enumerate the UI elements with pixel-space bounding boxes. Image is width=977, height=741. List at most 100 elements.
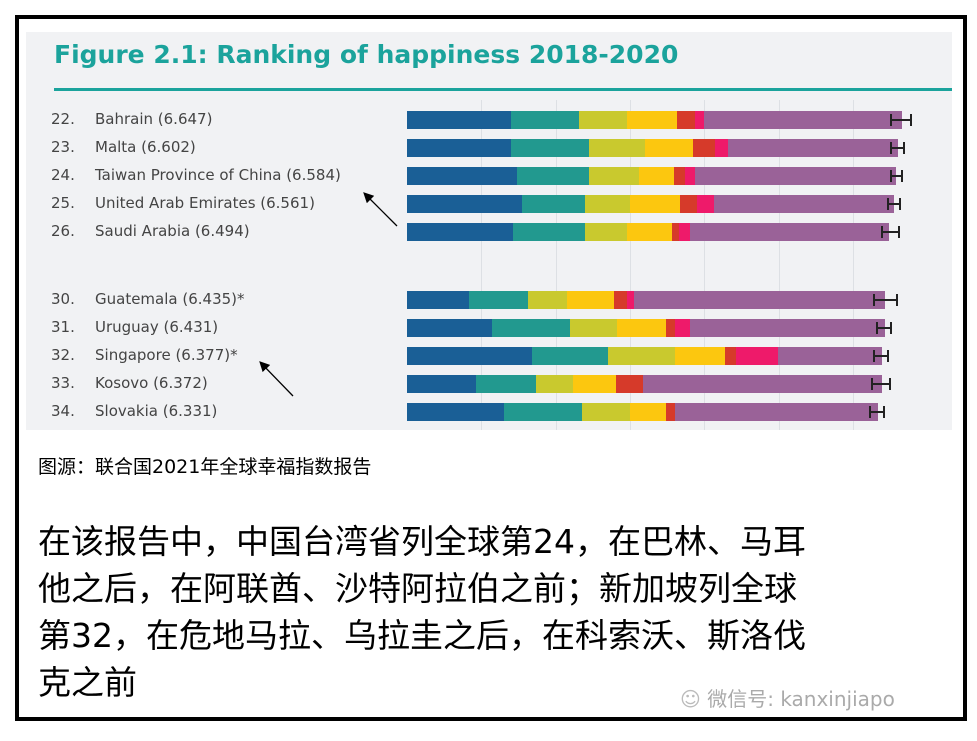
bar-segment [581, 403, 631, 421]
error-cap [890, 322, 893, 334]
bar-segment [665, 319, 676, 337]
bar-segment [407, 375, 477, 393]
rank-number: 22. [51, 110, 75, 128]
bar-segment [690, 319, 886, 337]
arrow-taiwan [363, 192, 398, 227]
bar-segment [585, 223, 628, 241]
rank-number: 30. [51, 290, 75, 308]
body-line: 克之前 [38, 663, 137, 702]
bar-segment [511, 111, 580, 129]
rank-number: 34. [51, 402, 75, 420]
bar-segment [528, 291, 568, 309]
bar-segment [736, 347, 779, 365]
source-caption: 图源：联合国2021年全球幸福指数报告 [38, 456, 372, 478]
bar-segment [511, 139, 590, 157]
bar-segment [626, 111, 678, 129]
wechat-icon: ☺ [680, 687, 708, 711]
country-name: Guatemala (6.435)* [95, 290, 245, 308]
error-cap [880, 226, 883, 238]
watermark-text: 微信号: kanxinjiapo [707, 687, 895, 711]
error-cap [889, 142, 892, 154]
error-cap [886, 350, 889, 362]
bar-segment [535, 375, 574, 393]
country-name: Singapore (6.377)* [95, 346, 238, 364]
chart-title: Figure 2.1: Ranking of happiness 2018-20… [54, 40, 679, 69]
error-bar [881, 231, 899, 233]
error-bar [873, 355, 888, 357]
bar-segment [615, 375, 644, 393]
bar-segment [476, 375, 537, 393]
bar-segment [693, 139, 716, 157]
bar-segment [468, 291, 529, 309]
error-cap [871, 378, 874, 390]
bar-segment [629, 403, 667, 421]
bar-segment [675, 347, 726, 365]
error-bar [888, 203, 900, 205]
bar-segment [638, 167, 675, 185]
bar-segment [690, 223, 889, 241]
bar-segment [643, 375, 882, 393]
error-cap [883, 406, 885, 418]
watermark: ☺ 微信号: kanxinjiapo [680, 683, 895, 712]
body-line: 第32，在危地马拉、乌拉圭之后，在科索沃、斯洛伐 [38, 616, 806, 655]
country-label: 34. Slovakia (6.331) [51, 402, 217, 420]
rank-number: 26. [51, 222, 75, 240]
country-name: Uruguay (6.431) [95, 318, 219, 336]
bar-segment [407, 111, 512, 129]
error-cap [889, 170, 892, 182]
bar-segment [696, 195, 715, 213]
bar-segment [492, 319, 571, 337]
bar-segment [516, 167, 590, 185]
body-line: 他之后，在阿联酋、沙特阿拉伯之前；新加坡列全球 [38, 569, 797, 608]
bar-segment [671, 223, 680, 241]
country-label: 31. Uruguay (6.431) [51, 318, 218, 336]
bar-segment [676, 111, 696, 129]
bar-segment [626, 291, 635, 309]
bar-segment [715, 139, 729, 157]
bar-segment [694, 167, 896, 185]
bar-segment [407, 139, 512, 157]
error-bar [877, 327, 892, 329]
rank-number: 32. [51, 346, 75, 364]
country-name: Saudi Arabia (6.494) [95, 222, 250, 240]
rank-number: 23. [51, 138, 75, 156]
bar-segment [680, 195, 698, 213]
gridline [704, 100, 706, 430]
error-bar [872, 383, 890, 385]
country-name: Kosovo (6.372) [95, 374, 208, 392]
bar-segment [407, 319, 493, 337]
error-cap [887, 198, 890, 210]
bar-segment [513, 223, 586, 241]
bar-segment [570, 319, 618, 337]
bar-segment [727, 139, 898, 157]
bar-segment [713, 195, 895, 213]
bar-segment [531, 347, 609, 365]
error-cap [897, 226, 900, 238]
bar-segment [567, 291, 615, 309]
error-cap [889, 114, 892, 126]
bar-segment [684, 167, 696, 185]
bar-segment [578, 111, 628, 129]
bar-segment [503, 403, 583, 421]
error-bar [890, 119, 912, 121]
country-label: 25. United Arab Emirates (6.561) [51, 194, 315, 212]
bar-segment [629, 195, 681, 213]
country-label: 22. Bahrain (6.647) [51, 110, 212, 128]
bar-segment [626, 223, 672, 241]
country-label: 23. Malta (6.602) [51, 138, 196, 156]
bar-segment [678, 223, 691, 241]
bar-segment [675, 403, 878, 421]
rank-number: 33. [51, 374, 75, 392]
bar-segment [704, 111, 902, 129]
rank-number: 24. [51, 166, 75, 184]
body-line: 在该报告中，中国台湾省列全球第24，在巴林、马耳 [38, 522, 806, 561]
error-cap [910, 114, 913, 126]
arrow-singapore [259, 361, 294, 397]
country-name: Slovakia (6.331) [95, 402, 218, 420]
gridline [555, 100, 557, 430]
country-name: United Arab Emirates (6.561) [95, 194, 315, 212]
error-cap [896, 294, 899, 306]
bar-segment [407, 167, 518, 185]
